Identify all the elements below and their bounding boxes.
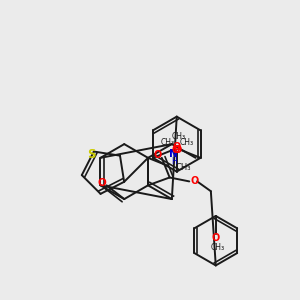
Text: N: N [169,149,178,159]
Text: CH₃: CH₃ [176,163,191,172]
Text: CH₃: CH₃ [179,138,194,147]
Text: O: O [173,145,181,155]
Text: O: O [172,145,180,155]
Text: CH₃: CH₃ [211,243,225,252]
Text: H: H [171,157,177,166]
Text: O: O [212,232,220,242]
Text: CH₃: CH₃ [161,138,175,147]
Text: O: O [172,142,181,152]
Text: S: S [88,148,96,161]
Text: O: O [97,178,106,188]
Text: O: O [154,150,162,160]
Text: O: O [190,176,198,186]
Text: CH₃: CH₃ [172,132,186,141]
